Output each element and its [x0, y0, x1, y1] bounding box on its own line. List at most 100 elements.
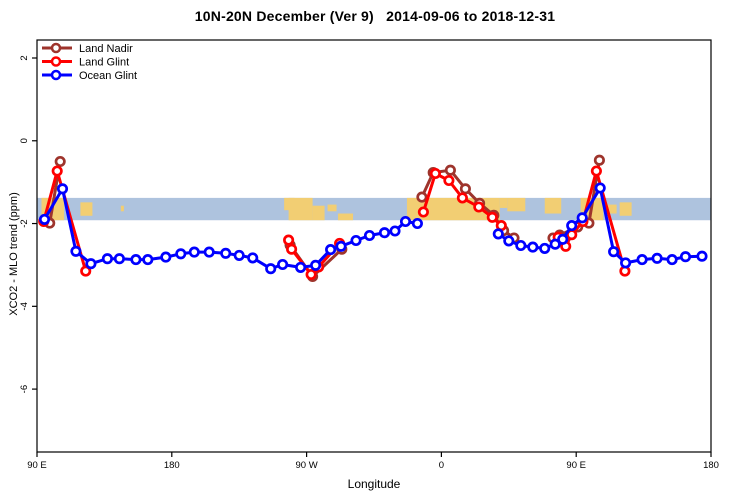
data-point-marker — [696, 250, 708, 262]
map-band-land-patch — [499, 197, 508, 208]
data-point-marker — [473, 201, 485, 213]
data-point-marker — [636, 254, 648, 266]
data-point-marker — [411, 217, 423, 230]
x-tick-label: 180 — [703, 460, 719, 471]
data-point-marker — [335, 240, 347, 252]
data-point-marker — [590, 165, 602, 177]
data-point-marker — [160, 251, 172, 263]
legend-label: Land Nadir — [79, 43, 133, 55]
data-point-marker — [295, 261, 307, 273]
map-band-land-patch — [312, 205, 325, 221]
y-tick-label: 2 — [19, 55, 30, 60]
data-point-marker — [363, 229, 376, 242]
data-point-marker — [51, 165, 63, 177]
data-point-marker — [416, 191, 428, 203]
data-point-marker — [492, 228, 504, 240]
data-point-marker — [608, 246, 620, 258]
map-band-land-patch — [544, 197, 562, 214]
data-point-marker — [444, 164, 456, 176]
map-band-land-patch — [338, 213, 354, 221]
data-point-marker — [325, 244, 337, 256]
data-point-marker — [486, 211, 498, 223]
data-point-marker — [651, 252, 663, 264]
map-band-land-patch — [619, 202, 632, 216]
x-tick-label: 90 W — [296, 460, 318, 471]
data-point-marker — [620, 257, 632, 269]
legend-marker-icon — [50, 56, 62, 67]
data-point-marker — [203, 246, 215, 258]
data-point-marker — [283, 234, 295, 246]
series-land-glint — [38, 165, 631, 281]
data-point-marker — [85, 258, 97, 270]
x-tick-label: 90 E — [566, 460, 586, 471]
legend-marker-icon — [50, 69, 62, 81]
data-point-marker — [305, 268, 317, 281]
data-point-marker — [38, 213, 51, 225]
data-point-marker — [679, 251, 692, 263]
data-point-marker — [277, 258, 289, 271]
data-point-marker — [70, 245, 82, 257]
data-point-marker — [378, 227, 391, 239]
data-point-marker — [576, 212, 588, 224]
map-band-land-patch — [327, 204, 337, 212]
data-point-marker — [594, 182, 606, 194]
chart-title: 10N-20N December (Ver 9) 2014-09-06 to 2… — [194, 8, 556, 24]
data-point-marker — [247, 252, 259, 264]
data-point-marker — [310, 259, 322, 271]
legend-item-ocean-glint: Ocean Glint — [42, 69, 137, 82]
data-point-marker — [113, 253, 125, 265]
data-point-marker — [429, 167, 441, 180]
data-point-marker — [389, 225, 401, 237]
data-point-marker — [417, 206, 429, 218]
data-point-marker — [549, 238, 561, 250]
data-point-marker — [593, 154, 605, 166]
data-point-marker — [265, 263, 277, 275]
x-tick-label: 180 — [164, 460, 180, 471]
y-tick-label: -2 — [19, 219, 30, 227]
data-point-marker — [220, 247, 232, 259]
data-point-marker — [188, 246, 200, 258]
data-point-marker — [130, 254, 142, 266]
y-axis-title: XCO2 - MLO trend (ppm) — [8, 192, 20, 316]
legend-label: Land Glint — [79, 57, 129, 69]
data-point-marker — [175, 248, 187, 260]
data-point-marker — [233, 249, 245, 261]
data-point-marker — [666, 254, 678, 266]
data-point-marker — [503, 235, 515, 247]
map-band-land-patch — [120, 205, 124, 212]
map-band-land-patch — [507, 197, 526, 212]
data-point-marker — [54, 155, 66, 168]
legend-item-land-glint: Land Glint — [42, 56, 129, 69]
data-point-marker — [286, 243, 298, 255]
data-point-marker — [443, 174, 455, 187]
data-point-marker — [539, 242, 551, 254]
data-point-marker — [350, 234, 362, 247]
data-point-marker — [557, 233, 569, 245]
data-point-marker — [142, 254, 154, 266]
x-tick-label: 90 E — [27, 460, 47, 471]
plot-box — [36, 39, 712, 453]
data-point-marker — [80, 265, 92, 277]
data-point-marker — [101, 253, 113, 265]
x-axis-title: Longitude — [347, 477, 401, 491]
data-point-marker — [56, 183, 69, 195]
y-tick-label: -6 — [19, 385, 30, 393]
legend-item-land-nadir: Land Nadir — [42, 42, 133, 55]
series-ocean-glint — [38, 182, 708, 275]
y-tick-label: -4 — [19, 302, 30, 310]
y-tick-label: 0 — [19, 138, 30, 143]
map-band-land-patch — [80, 202, 93, 216]
map-band-land-patch — [288, 197, 313, 221]
x-tick-label: 0 — [439, 460, 444, 471]
data-point-marker — [459, 183, 471, 195]
map-band-ocean — [37, 197, 711, 221]
data-point-marker — [399, 215, 412, 228]
data-point-marker — [527, 241, 539, 253]
data-point-marker — [456, 192, 468, 204]
legend-label: Ocean Glint — [79, 70, 137, 82]
legend-marker-icon — [50, 42, 62, 54]
data-point-marker — [515, 239, 527, 252]
